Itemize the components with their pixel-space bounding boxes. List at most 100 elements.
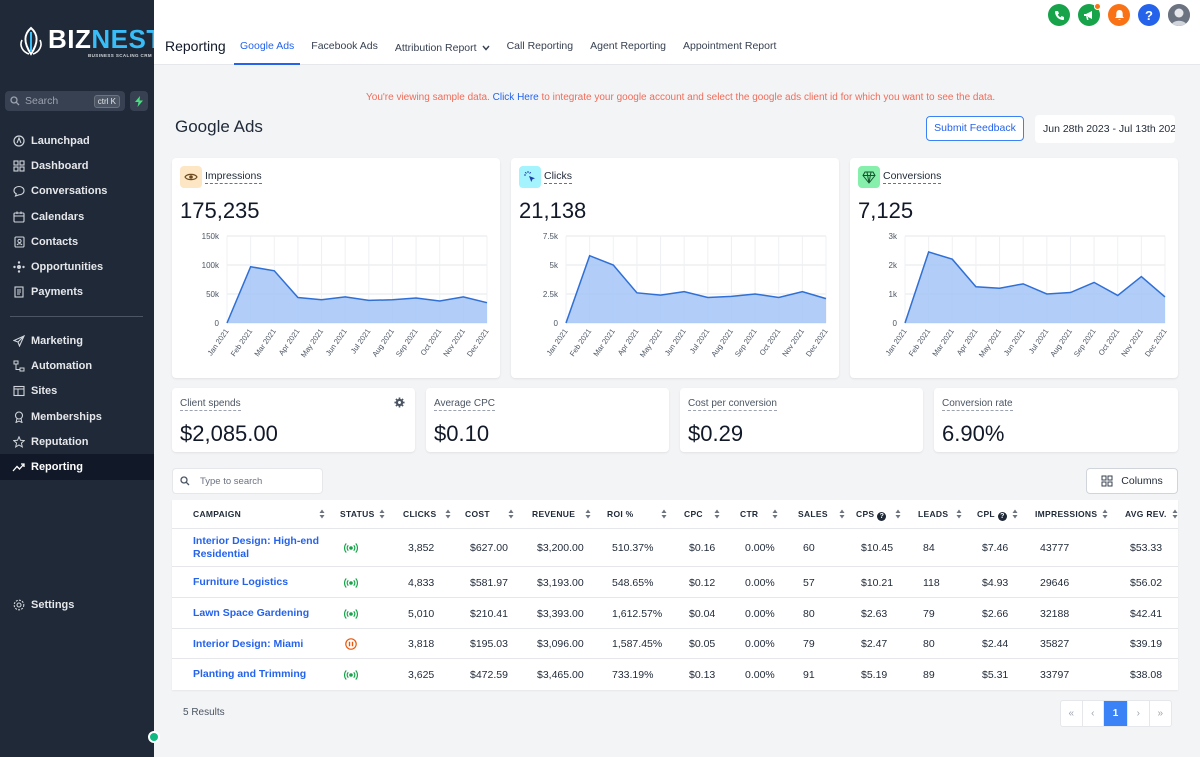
column-header-cps[interactable]: CPS?	[856, 500, 887, 528]
campaign-link[interactable]: Interior Design: High-end Residential	[193, 535, 319, 560]
sort-icon[interactable]	[895, 509, 901, 519]
sort-icon[interactable]	[661, 509, 667, 519]
cell-cpl: $4.93	[982, 576, 1009, 589]
column-header-avg-rev[interactable]: AVG REV.	[1125, 509, 1167, 519]
cell-clicks: 4,833	[408, 576, 435, 589]
x-tick-label: Feb 2021	[229, 327, 255, 358]
notification-badge	[1094, 3, 1101, 10]
trend-icon	[12, 461, 25, 474]
page-1-button[interactable]: 1	[1104, 701, 1128, 726]
sidebar-nav-primary: Launchpad Dashboard Conversations Calend…	[0, 128, 154, 305]
column-header-ctr[interactable]: CTR	[740, 509, 759, 519]
campaign-link[interactable]: Planting and Trimming	[193, 668, 307, 680]
last-page-button[interactable]: »	[1157, 708, 1164, 719]
stat-label: Conversion rate	[942, 398, 1013, 411]
brand-logo[interactable]: BIZNEST BUSINESS SCALING CRM	[18, 26, 163, 58]
x-tick-label: Oct 2021	[419, 327, 444, 357]
tab-call-reporting[interactable]: Call Reporting	[506, 40, 574, 52]
sidebar-item-opportunities[interactable]: Opportunities	[0, 254, 154, 279]
sidebar-item-marketing[interactable]: Marketing	[0, 328, 154, 353]
sidebar-item-payments[interactable]: Payments	[0, 280, 154, 305]
tab-google-ads[interactable]: Google Ads	[234, 30, 301, 65]
column-header-revenue[interactable]: REVENUE	[532, 509, 576, 519]
sample-data-notice: You're viewing sample data. Click Here t…	[366, 92, 995, 103]
submit-feedback-button[interactable]: Submit Feedback	[926, 116, 1024, 141]
megaphone-icon	[1084, 10, 1092, 20]
sidebar-divider	[10, 316, 143, 317]
tab-appointment-report[interactable]: Appointment Report	[683, 40, 777, 52]
help-button[interactable]: ?	[1138, 4, 1160, 26]
quick-actions-button[interactable]	[130, 91, 148, 111]
sort-icon[interactable]	[956, 509, 962, 519]
sidebar-item-dashboard[interactable]: Dashboard	[0, 153, 154, 178]
sidebar-item-settings[interactable]: Settings	[0, 592, 154, 617]
settings-gear-icon[interactable]	[394, 397, 405, 408]
column-header-cpl[interactable]: CPL?	[977, 500, 1007, 528]
column-header-roi[interactable]: ROI %	[607, 509, 634, 519]
metric-value: 21,138	[519, 198, 587, 223]
sort-icon[interactable]	[1012, 509, 1018, 519]
column-header-cost[interactable]: COST	[465, 509, 490, 519]
column-header-campaign[interactable]: CAMPAIGN	[193, 509, 242, 519]
chat-widget-dot[interactable]	[148, 731, 160, 743]
sidebar-item-contacts[interactable]: Contacts	[0, 229, 154, 254]
info-icon[interactable]: ?	[997, 512, 1007, 521]
sort-icon[interactable]	[585, 509, 591, 519]
column-header-impressions[interactable]: IMPRESSIONS	[1035, 509, 1098, 519]
sort-icon[interactable]	[772, 509, 778, 519]
sidebar-search[interactable]: Search ctrl K	[5, 91, 125, 111]
sort-icon[interactable]	[839, 509, 845, 519]
sidebar-item-reporting[interactable]: Reporting	[0, 454, 154, 480]
sidebar: BIZNEST BUSINESS SCALING CRM Search ctrl…	[0, 0, 162, 757]
sort-icon[interactable]	[508, 509, 514, 519]
sidebar-item-launchpad[interactable]: Launchpad	[0, 128, 154, 153]
sidebar-item-memberships[interactable]: Memberships	[0, 404, 154, 429]
sort-icon[interactable]	[714, 509, 720, 519]
cell-clicks: 3,852	[408, 542, 435, 554]
campaign-link[interactable]: Interior Design: Miami	[193, 637, 304, 650]
table-row: Lawn Space Gardening 5,010 $210.41 $3,393.0…	[172, 597, 1178, 628]
announcements-button[interactable]	[1078, 3, 1101, 26]
sort-icon[interactable]	[1172, 509, 1178, 519]
sort-icon[interactable]	[445, 509, 451, 519]
column-header-status[interactable]: STATUS	[340, 509, 375, 519]
integrate-account-link[interactable]: Click Here	[492, 92, 539, 103]
info-icon[interactable]: ?	[877, 512, 887, 521]
sidebar-item-calendars[interactable]: Calendars	[0, 204, 154, 229]
sort-icon[interactable]	[1102, 509, 1108, 519]
campaign-link[interactable]: Lawn Space Gardening	[193, 607, 310, 619]
tab-agent-reporting[interactable]: Agent Reporting	[590, 40, 666, 52]
campaign-link[interactable]: Furniture Logistics	[193, 576, 289, 588]
prev-page-button[interactable]: ‹	[1083, 701, 1104, 726]
diamond-icon	[858, 166, 880, 188]
date-range-picker[interactable]: Jun 28th 2023 - Jul 13th 202	[1035, 115, 1175, 143]
sidebar-item-label: Sites	[31, 385, 58, 398]
first-page-button[interactable]: «	[1061, 701, 1083, 726]
column-header-cpc[interactable]: CPC	[684, 509, 703, 519]
columns-button[interactable]: Columns	[1086, 468, 1178, 494]
cell-cpl: $2.44	[982, 638, 1009, 650]
sidebar-item-automation[interactable]: Automation	[0, 353, 154, 378]
tab-attribution-report[interactable]: Attribution Report	[389, 30, 496, 65]
column-header-leads[interactable]: LEADS	[918, 509, 949, 519]
next-page-button[interactable]: ›	[1128, 701, 1150, 726]
sidebar-item-sites[interactable]: Sites	[0, 379, 154, 404]
table-search-input[interactable]: Type to search	[172, 468, 323, 494]
sidebar-item-reputation[interactable]: Reputation	[0, 429, 154, 454]
results-count: 5 Results	[183, 707, 225, 718]
column-header-clicks[interactable]: CLICKS	[403, 509, 437, 519]
sidebar-item-conversations[interactable]: Conversations	[0, 179, 154, 204]
cell-revenue: $3,465.00	[537, 668, 584, 681]
status-active-icon	[344, 608, 358, 619]
column-header-sales[interactable]: SALES	[798, 509, 828, 519]
notifications-button[interactable]	[1108, 4, 1130, 26]
sort-icon[interactable]	[379, 509, 385, 519]
user-avatar[interactable]	[1168, 4, 1190, 26]
sidebar-search-placeholder: Search	[25, 95, 59, 107]
sort-icon[interactable]	[319, 509, 325, 519]
phone-button[interactable]	[1048, 4, 1070, 26]
y-tick-label: 7.5k	[543, 232, 559, 241]
status-paused-icon	[345, 638, 357, 650]
x-tick-label: Jun 2021	[324, 327, 349, 357]
tab-facebook-ads[interactable]: Facebook Ads	[311, 40, 378, 52]
